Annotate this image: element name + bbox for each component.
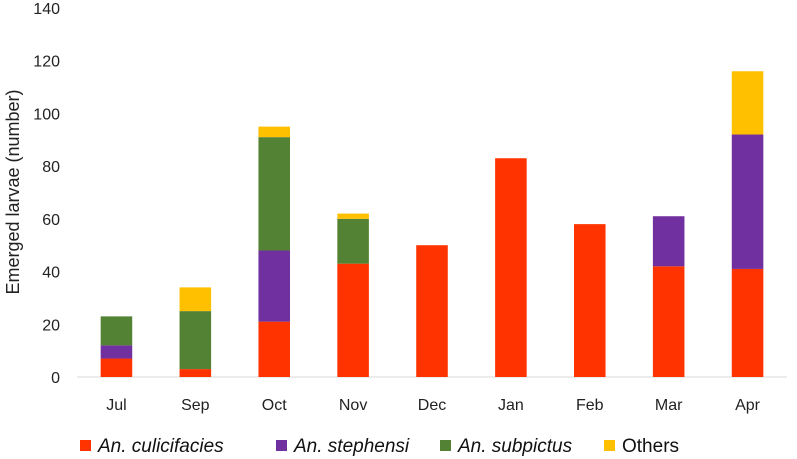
- legend-swatch: [80, 440, 91, 451]
- legend-label: An. stephensi: [293, 436, 410, 457]
- bar-segment: [337, 213, 369, 219]
- bar-segment: [179, 287, 212, 312]
- x-tick-label: Mar: [655, 397, 683, 414]
- y-tick-label: 140: [33, 1, 60, 18]
- bar-segment: [100, 358, 133, 377]
- bar-segment: [258, 250, 290, 322]
- bar-segment: [574, 224, 606, 377]
- bar-segment: [258, 137, 290, 251]
- y-tick-label: 100: [33, 106, 60, 123]
- legend-swatch: [440, 440, 451, 451]
- legend-label: Others: [622, 436, 679, 457]
- y-axis-title: Emerged larvae (number): [3, 89, 23, 294]
- x-tick-label: Nov: [339, 397, 367, 414]
- bar-segment: [337, 263, 369, 377]
- x-tick-label: Jan: [498, 397, 524, 414]
- bar-segment: [652, 216, 685, 267]
- y-tick-label: 120: [33, 54, 60, 71]
- bar-segment: [731, 71, 764, 135]
- bar-segment: [652, 266, 685, 377]
- legend-swatch: [276, 440, 287, 451]
- bar-segment: [731, 268, 764, 377]
- x-tick-label: Oct: [262, 397, 287, 414]
- y-tick-label: 40: [42, 265, 60, 282]
- y-tick-label: 20: [42, 317, 60, 334]
- bar-segment: [258, 321, 290, 377]
- bar-segment: [337, 218, 369, 264]
- bar-segment: [731, 134, 764, 269]
- legend: An. culicifacies An. stephensi An. subpict…: [80, 436, 679, 457]
- x-axis-ticks: Jul Sep Oct Nov Dec Jan Feb Mar Apr: [106, 397, 760, 414]
- x-tick-label: Sep: [181, 397, 210, 414]
- x-tick-label: Feb: [576, 397, 604, 414]
- x-tick-label: Apr: [735, 397, 761, 414]
- bar-segment: [416, 245, 448, 377]
- x-tick-label: Dec: [418, 397, 446, 414]
- bar-segment: [179, 311, 212, 370]
- legend-label: An. culicifacies: [97, 436, 224, 457]
- y-tick-label: 60: [42, 212, 60, 229]
- y-axis-ticks: 0 20 40 60 80 100 120 140: [33, 1, 60, 387]
- bar-segment: [100, 316, 133, 346]
- y-tick-label: 80: [42, 159, 60, 176]
- x-tick-label: Jul: [106, 397, 126, 414]
- legend-label: An. subpictus: [457, 436, 573, 457]
- bar-segment: [179, 369, 212, 377]
- legend-swatch: [604, 440, 615, 451]
- y-tick-label: 0: [51, 370, 60, 387]
- bar-segment: [495, 158, 527, 377]
- bar-segment: [100, 345, 133, 359]
- bar-segment: [258, 126, 290, 138]
- bars: [100, 71, 764, 377]
